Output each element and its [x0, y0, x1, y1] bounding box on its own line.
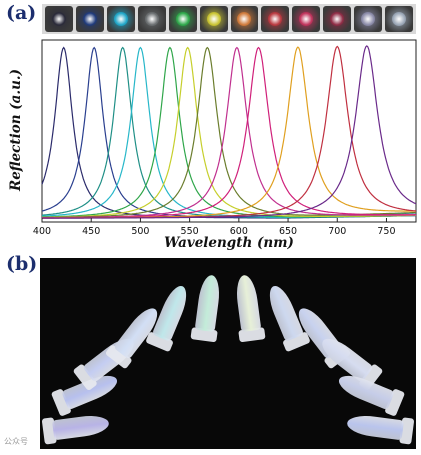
sample-thumbnail — [106, 6, 135, 32]
sample-thumbnail — [292, 6, 321, 32]
sample-thumbnail — [137, 6, 166, 32]
tube-body — [195, 273, 223, 332]
tube-body — [151, 282, 192, 343]
sample-thumbnail-dot — [175, 12, 190, 26]
panel-label-b: (b) — [6, 253, 38, 275]
plot-frame — [41, 39, 417, 223]
x-tick-label: 600 — [230, 226, 248, 237]
x-tick-label: 750 — [377, 226, 395, 237]
x-tick-label: 500 — [131, 226, 149, 237]
sample-thumbnail-dot — [51, 12, 66, 26]
sample-thumbnail-strip — [42, 4, 416, 34]
x-axis-label: Wavelength (nm) — [164, 235, 294, 250]
x-tick-label: 650 — [279, 226, 297, 237]
plot-area — [41, 39, 417, 223]
x-tick-label: 450 — [82, 226, 100, 237]
sample-thumbnail — [230, 6, 259, 32]
sample-thumbnail-dot — [268, 12, 283, 26]
x-tick-label: 700 — [328, 226, 346, 237]
x-tick-label: 550 — [181, 226, 199, 237]
tube — [230, 267, 266, 343]
tube-body — [335, 370, 395, 411]
tube-body — [233, 273, 261, 332]
sample-thumbnail-dot — [144, 12, 159, 26]
tube-body — [52, 413, 111, 441]
spectrum-line — [42, 46, 416, 218]
sample-thumbnail-dot — [82, 12, 97, 26]
sample-thumbnail — [75, 6, 104, 32]
sample-thumbnail — [385, 6, 414, 32]
panel-label-a: (a) — [6, 2, 37, 24]
sample-thumbnail-dot — [330, 12, 345, 26]
sample-thumbnail-dot — [237, 12, 252, 26]
sample-thumbnail — [323, 6, 352, 32]
watermark: 公众号 — [4, 437, 28, 446]
sample-thumbnail — [354, 6, 383, 32]
tube-photo — [40, 258, 416, 449]
tube — [339, 410, 415, 445]
spectrum-line — [42, 46, 417, 219]
sample-thumbnail-dot — [361, 12, 376, 26]
y-axis-label: Reflection (a.u.) — [8, 69, 24, 192]
x-tick-label: 400 — [33, 226, 51, 237]
x-axis-ticks: 400 450 500 550 600 650 700 750 — [33, 218, 396, 237]
reflection-spectra-chart: 400 450 500 550 600 650 700 750 Wavelength (nm)… — [8, 39, 417, 250]
sample-thumbnail — [45, 6, 73, 32]
sample-thumbnail-dot — [113, 12, 128, 26]
spectrum-line — [42, 45, 417, 219]
sample-thumbnail-dot — [392, 12, 407, 26]
tube — [190, 267, 226, 343]
sample-thumbnail — [168, 6, 197, 32]
sample-thumbnail-dot — [299, 12, 314, 26]
sample-thumbnail — [261, 6, 290, 32]
sample-thumbnail-dot — [206, 12, 221, 26]
sample-thumbnail — [199, 6, 228, 32]
tube-body — [345, 413, 404, 441]
tube — [41, 410, 117, 445]
